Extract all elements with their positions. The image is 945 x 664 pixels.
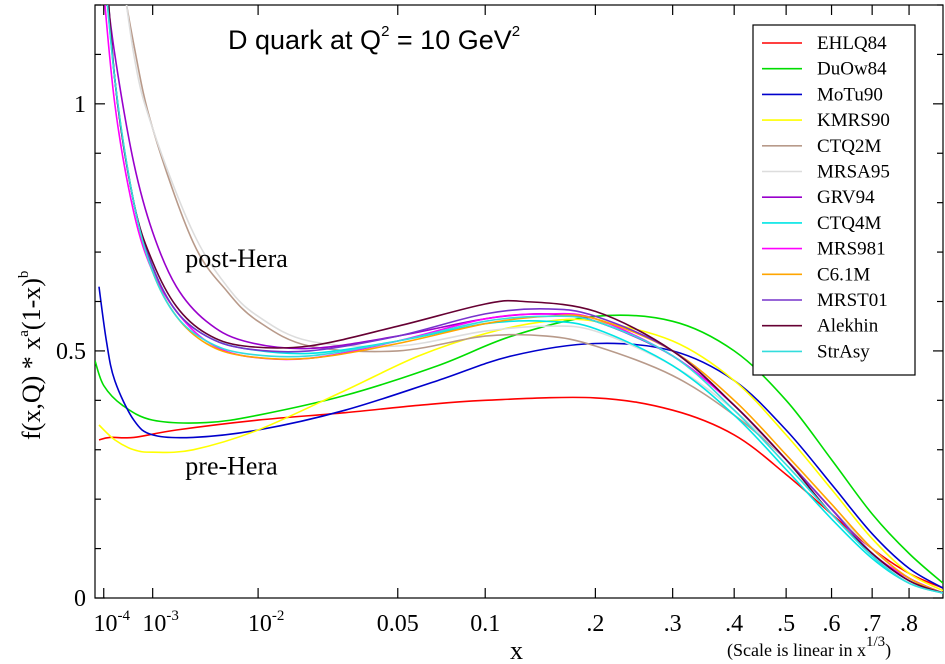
x-tick-label: 10-2 <box>248 608 285 637</box>
annotation-pre-hera: pre-Hera <box>185 451 278 480</box>
x-tick-label: .7 <box>863 611 881 637</box>
legend-label: C6.1M <box>817 264 870 285</box>
x-tick-label: .5 <box>777 611 795 637</box>
x-tick-label: .3 <box>664 611 682 637</box>
x-tick-label: 10-3 <box>142 608 179 637</box>
series-line-motu90 <box>98 286 943 589</box>
legend-label: Alekhin <box>817 316 879 337</box>
legend-label: GRV94 <box>817 187 875 208</box>
series-line-duow84 <box>95 314 943 584</box>
x-tick-label: 10-4 <box>93 608 130 637</box>
x-axis-title: x <box>510 636 523 664</box>
y-axis-title: f(x,Q) * xa(1-x)b <box>16 271 46 440</box>
x-tick-label: .6 <box>823 611 841 637</box>
legend-items: EHLQ84 DuOw84 MoTu90 KMRS90 CTQ2M MRSA95 GRV94… <box>762 33 890 362</box>
legend-label: StrAsy <box>817 341 870 362</box>
series-line-ehlq84 <box>98 396 943 589</box>
legend-label: CTQ4M <box>817 213 882 234</box>
x-tick-label: .4 <box>725 611 743 637</box>
x-tick-label: 0.05 <box>377 611 419 637</box>
legend-label: MRS981 <box>817 239 886 260</box>
chart-title: D quark at Q2 = 10 GeV2 <box>228 23 520 55</box>
series-line-strasy <box>106 5 943 594</box>
legend-label: DuOw84 <box>817 59 887 80</box>
legend-label: KMRS90 <box>817 110 890 131</box>
legend-label: MoTu90 <box>817 84 883 105</box>
legend-box <box>752 24 916 376</box>
legend-label: MRSA95 <box>817 162 890 183</box>
legend-label: CTQ2M <box>817 136 882 157</box>
series-line-kmrs90 <box>98 318 943 592</box>
tick-group: 10-4 10-3 10-2 0.05 0.1 .2 .3 .4 .5 .6 .7 .8 0 0.5 1 <box>56 4 943 637</box>
series-group <box>95 5 943 594</box>
legend: EHLQ84 DuOw84 MoTu90 KMRS90 CTQ2M MRSA95 GRV94… <box>752 24 916 376</box>
x-tick-label: .8 <box>900 611 918 637</box>
annotation-post-hera: post-Hera <box>185 244 288 273</box>
legend-label: EHLQ84 <box>817 33 887 54</box>
x-tick-label: .2 <box>586 611 604 637</box>
y-tick-label: 1 <box>74 92 86 118</box>
legend-label: MRST01 <box>817 290 888 311</box>
y-tick-label: 0 <box>74 586 86 612</box>
y-tick-label: 0.5 <box>56 339 86 365</box>
x-tick-label: 0.1 <box>470 611 500 637</box>
scale-note: (Scale is linear in x1/3) <box>727 634 891 661</box>
